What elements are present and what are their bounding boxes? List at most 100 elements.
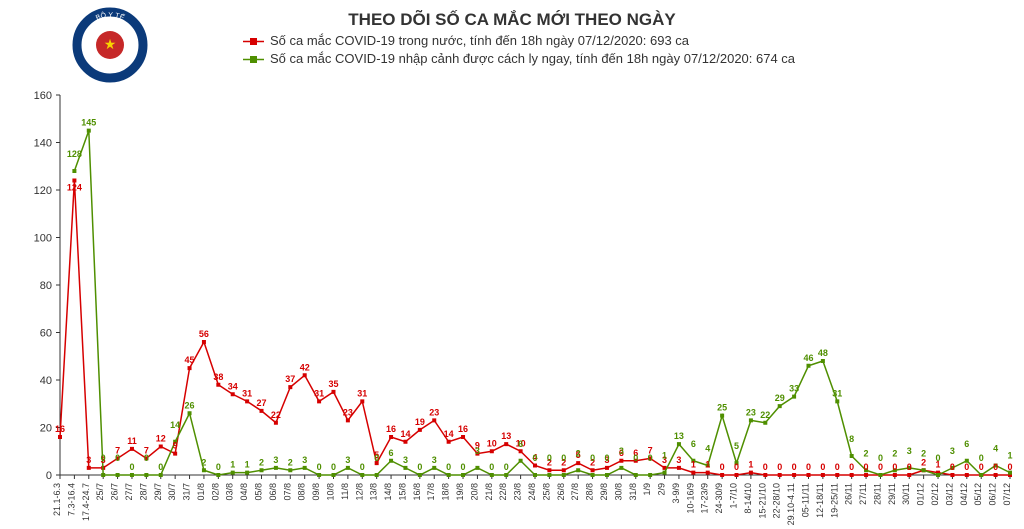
data-label: 0 — [129, 462, 134, 472]
data-point — [504, 473, 508, 477]
data-point — [461, 435, 465, 439]
data-label: 0 — [216, 462, 221, 472]
data-point — [720, 473, 724, 477]
data-label: 38 — [213, 372, 223, 382]
data-label: 3 — [273, 455, 278, 465]
x-tick-label: 7.3-16.4 — [66, 483, 76, 516]
x-tick-label: 03/12 — [944, 483, 954, 506]
data-label: 0 — [489, 462, 494, 472]
data-point — [116, 473, 120, 477]
data-label: 0 — [604, 453, 609, 463]
data-point — [576, 461, 580, 465]
data-point — [418, 428, 422, 432]
data-label: 124 — [67, 183, 82, 193]
data-label: 8 — [849, 434, 854, 444]
data-point — [231, 471, 235, 475]
data-label: 2 — [259, 457, 264, 467]
y-tick-label: 100 — [34, 233, 52, 245]
x-tick-label: 31/7 — [182, 483, 192, 501]
x-tick-label: 28/11 — [872, 483, 882, 505]
data-point — [821, 359, 825, 363]
x-tick-label: 05/8 — [254, 483, 264, 501]
x-tick-label: 26/8 — [556, 483, 566, 501]
x-tick-label: 30/11 — [901, 483, 911, 505]
data-label: 34 — [228, 381, 238, 391]
data-point — [447, 440, 451, 444]
x-tick-label: 26/7 — [110, 483, 120, 501]
data-point — [432, 466, 436, 470]
data-point — [605, 473, 609, 477]
x-tick-label: 08/8 — [297, 483, 307, 501]
data-point — [562, 468, 566, 472]
x-tick-label: 02/12 — [930, 483, 940, 506]
x-tick-label: 01/12 — [916, 483, 926, 506]
data-point — [475, 466, 479, 470]
data-label: 19 — [415, 417, 425, 427]
data-point — [763, 473, 767, 477]
y-tick-label: 60 — [40, 328, 52, 340]
y-tick-label: 40 — [40, 375, 52, 387]
data-point — [533, 464, 537, 468]
data-label: 0 — [792, 462, 797, 472]
data-point — [188, 411, 192, 415]
x-tick-label: 22-28/10 — [772, 483, 782, 519]
x-tick-label: 29/11 — [887, 483, 897, 505]
data-point — [432, 418, 436, 422]
data-point — [763, 421, 767, 425]
x-tick-label: 8-14/10 — [743, 483, 753, 514]
data-point — [706, 471, 710, 475]
data-label: 48 — [818, 348, 828, 358]
svg-text:★: ★ — [104, 36, 117, 52]
data-label: 0 — [561, 453, 566, 463]
data-label: 0 — [734, 462, 739, 472]
x-tick-label: 04/8 — [239, 483, 249, 501]
data-label: 0 — [360, 462, 365, 472]
x-tick-label: 06/8 — [268, 483, 278, 501]
data-point — [749, 418, 753, 422]
data-label: 46 — [803, 353, 813, 363]
x-tick-label: 01/8 — [196, 483, 206, 501]
data-label: 56 — [199, 329, 209, 339]
data-point — [936, 473, 940, 477]
data-label: 0 — [849, 462, 854, 472]
data-label: 0 — [461, 462, 466, 472]
x-tick-label: 15-21/10 — [757, 483, 767, 519]
data-point — [806, 364, 810, 368]
data-label: 145 — [81, 118, 96, 128]
x-tick-label: 25/7 — [95, 483, 105, 501]
data-point — [979, 473, 983, 477]
data-point — [950, 473, 954, 477]
y-tick-label: 80 — [40, 280, 52, 292]
data-label: 0 — [820, 462, 825, 472]
x-tick-label: 30/8 — [613, 483, 623, 501]
data-label: 0 — [547, 453, 552, 463]
data-label: 3 — [619, 446, 624, 456]
data-label: 0 — [633, 453, 638, 463]
data-point — [144, 473, 148, 477]
data-label: 0 — [864, 462, 869, 472]
data-point — [922, 468, 926, 472]
data-point — [547, 473, 551, 477]
x-tick-label: 05-11/11 — [800, 483, 810, 517]
data-point — [576, 468, 580, 472]
x-tick-label: 17.4-24.7 — [81, 483, 91, 521]
data-point — [792, 395, 796, 399]
x-tick-label: 22/8 — [498, 483, 508, 501]
data-label: 31 — [357, 388, 367, 398]
data-point — [303, 466, 307, 470]
data-label: 0 — [331, 462, 336, 472]
data-label: 1 — [705, 460, 710, 470]
data-label: 37 — [285, 374, 295, 384]
data-point — [634, 473, 638, 477]
data-point — [260, 468, 264, 472]
data-label: 22 — [760, 410, 770, 420]
data-label: 0 — [979, 453, 984, 463]
data-point — [188, 366, 192, 370]
x-tick-label: 27/11 — [858, 483, 868, 505]
data-label: 0 — [993, 462, 998, 472]
data-label: 10 — [487, 438, 497, 448]
data-label: 16 — [55, 424, 65, 434]
x-tick-label: 12-18/11 — [815, 483, 825, 518]
data-point — [130, 447, 134, 451]
x-tick-label: 21.1-6.3 — [52, 483, 62, 516]
